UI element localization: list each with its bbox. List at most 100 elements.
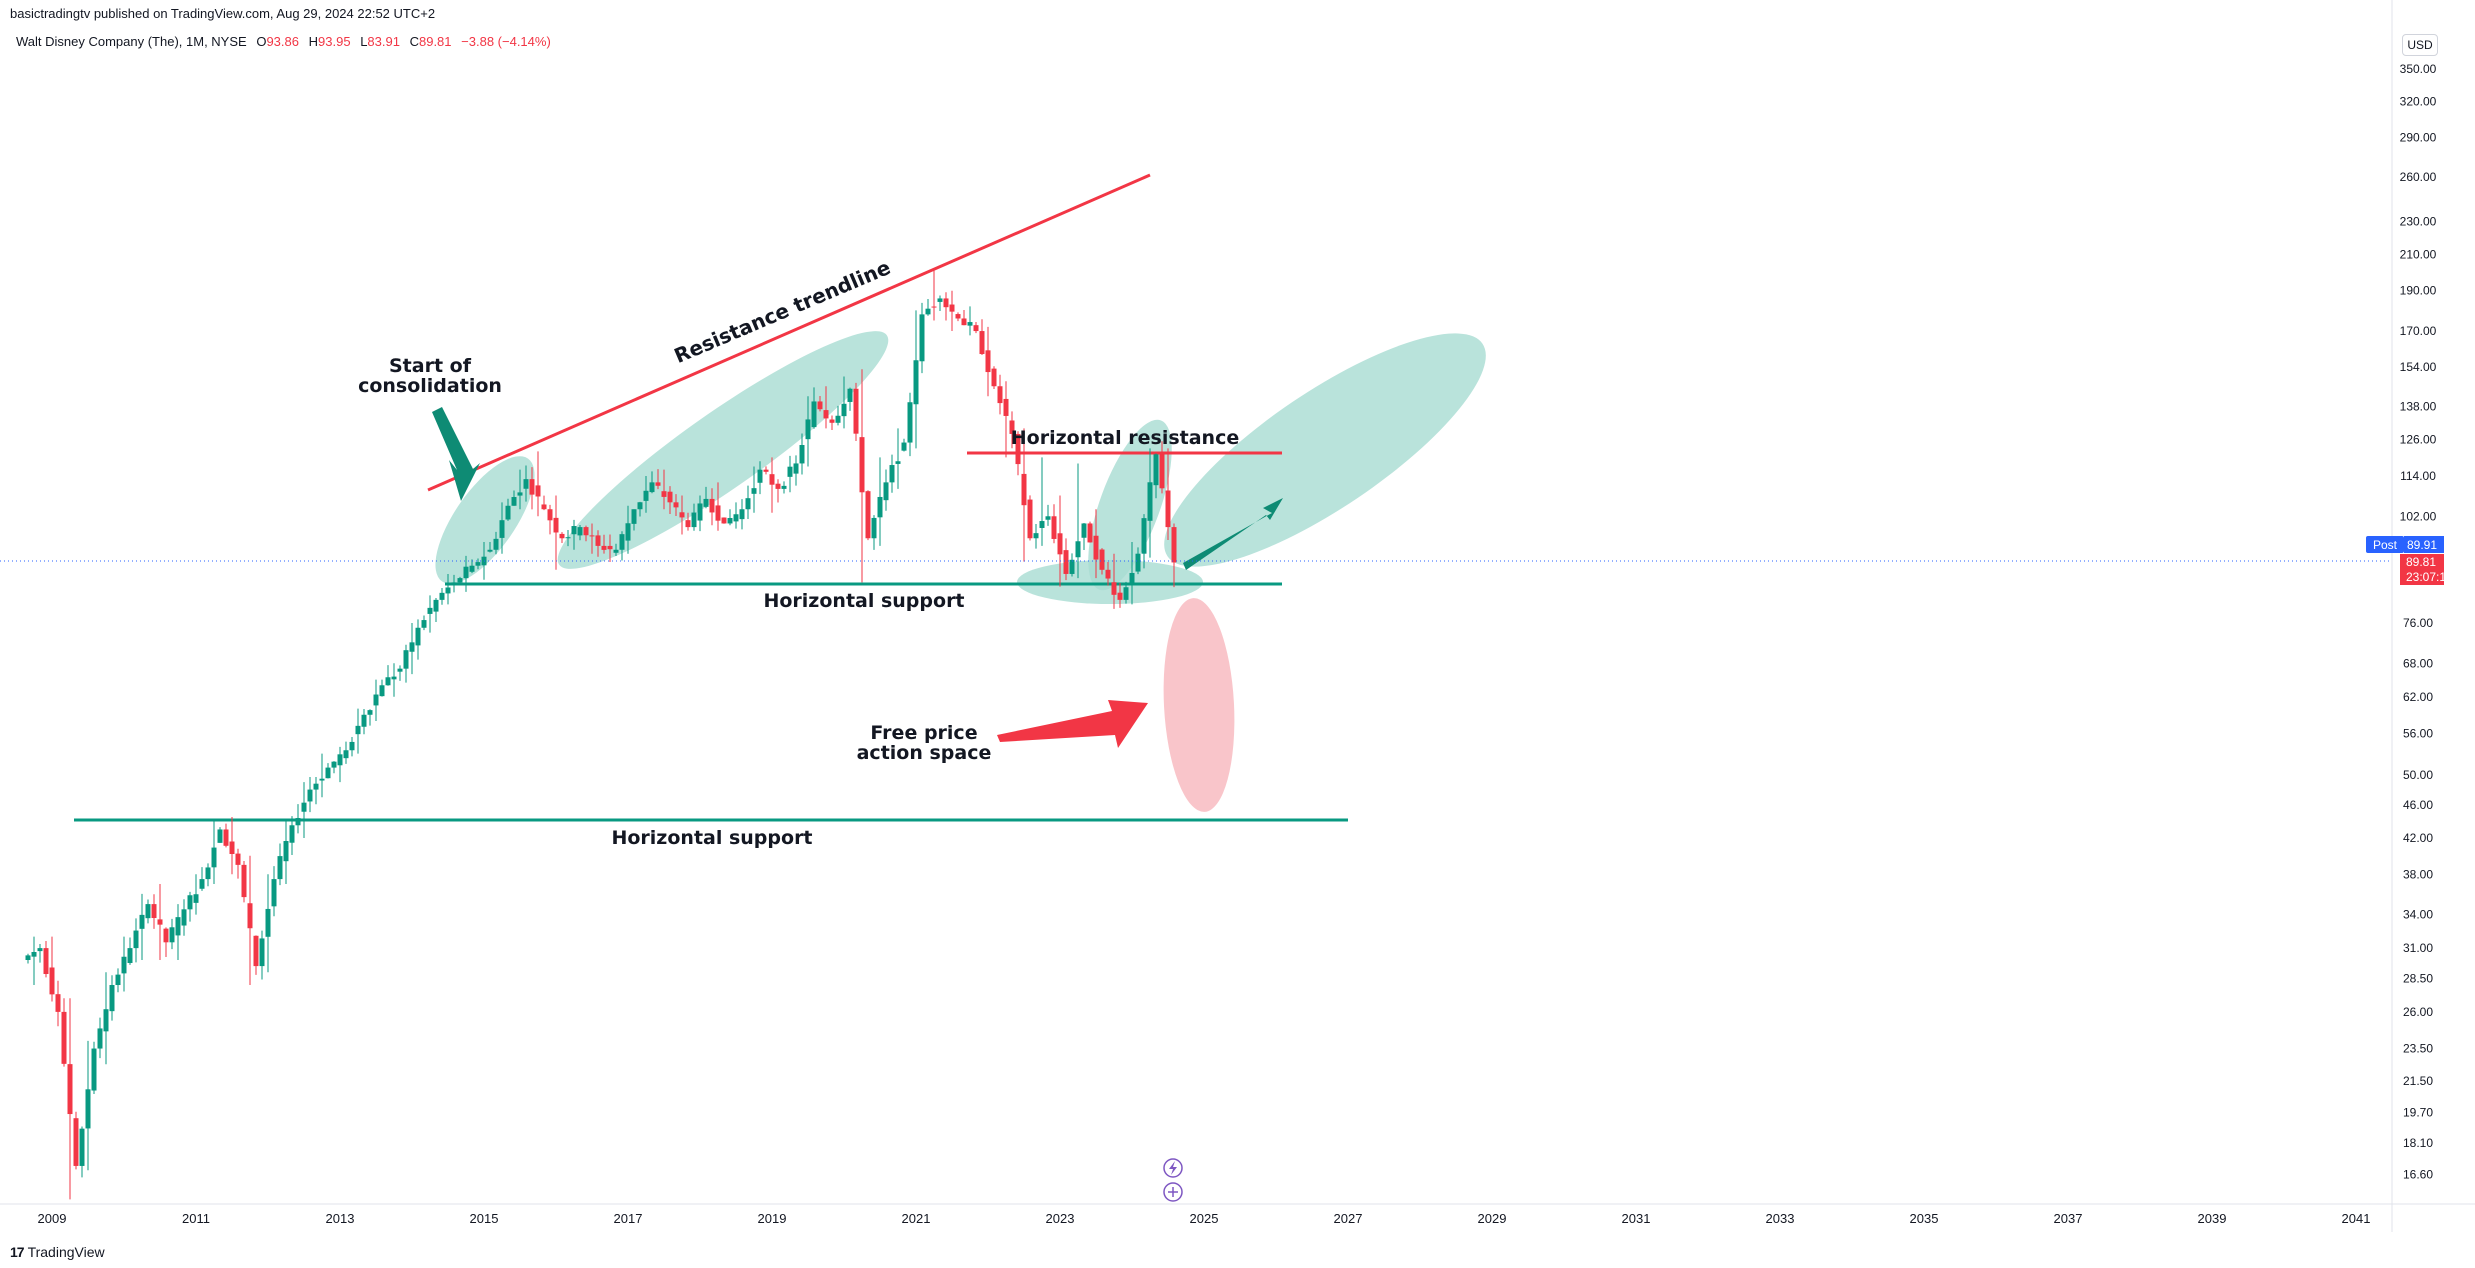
consolidation-ellipse-1[interactable] (417, 441, 552, 598)
candle (469, 559, 475, 574)
annotation-shapes (74, 173, 1515, 822)
time-tick-label: 2031 (1622, 1211, 1651, 1226)
candle (565, 530, 571, 547)
candle (1165, 448, 1171, 540)
candle (337, 746, 343, 783)
time-tick-label: 2017 (614, 1211, 643, 1226)
candle (973, 322, 979, 334)
candle (361, 708, 367, 735)
candle (91, 1041, 97, 1094)
candle (277, 843, 283, 886)
candle (205, 863, 211, 887)
open-label: O (256, 34, 267, 49)
price-tick-label: 56.00 (2403, 727, 2433, 741)
candle (727, 509, 733, 526)
plus-icon[interactable] (1163, 1182, 1183, 1202)
candle (721, 517, 727, 524)
candle (571, 519, 577, 550)
candle (787, 455, 793, 493)
candle (127, 937, 133, 965)
time-tick-label: 2027 (1334, 1211, 1363, 1226)
candle (229, 817, 235, 875)
publish-credit: basictradingtv published on TradingView.… (10, 6, 436, 21)
candle (1009, 411, 1015, 449)
low-label: L (360, 34, 368, 49)
candle (175, 904, 181, 961)
candle (379, 679, 385, 697)
change-value: −3.88 (−4.14%) (461, 34, 551, 49)
candle (121, 936, 127, 992)
candle (1087, 521, 1093, 543)
resistance-trendline[interactable] (427, 173, 1151, 492)
candle (871, 515, 877, 550)
candle (823, 386, 829, 429)
candle (1093, 509, 1099, 579)
candle (367, 709, 373, 726)
candle (67, 998, 73, 1200)
candle (307, 777, 313, 813)
candle (619, 531, 625, 561)
candle (1015, 431, 1021, 476)
candle (637, 501, 643, 517)
candle (811, 387, 817, 429)
candle (631, 509, 637, 531)
candle (451, 574, 457, 593)
post-badge: Post (2366, 536, 2404, 553)
candle (817, 396, 823, 412)
bullish-arrow[interactable] (1183, 498, 1283, 570)
candle (409, 622, 415, 675)
support-zone-ellipse[interactable] (1017, 560, 1203, 604)
currency-button[interactable]: USD (2402, 34, 2438, 56)
price-tick-label: 290.00 (2400, 130, 2437, 144)
candle (931, 268, 937, 321)
candle (847, 387, 853, 411)
candle (607, 534, 613, 563)
candle (505, 498, 511, 521)
consolidation-ellipse-3[interactable] (1071, 410, 1189, 600)
time-tick-label: 2033 (1766, 1211, 1795, 1226)
price-tick-label: 102.00 (2400, 509, 2437, 523)
candle (157, 883, 163, 961)
candle (319, 753, 325, 798)
price-tick-label: 19.70 (2403, 1105, 2433, 1119)
symbol-title[interactable]: Walt Disney Company (The), 1M, NYSE (16, 34, 247, 49)
price-tick-label: 210.00 (2400, 247, 2437, 261)
candle (355, 708, 361, 754)
price-tick-label: 260.00 (2400, 170, 2437, 184)
free-space-ellipse[interactable] (1158, 596, 1239, 813)
candle (781, 481, 787, 494)
projection-ellipse[interactable] (1135, 296, 1515, 605)
time-tick-label: 2013 (326, 1211, 355, 1226)
candle (913, 310, 919, 449)
candle (301, 782, 307, 838)
candle (793, 455, 799, 486)
lightning-icon[interactable] (1163, 1158, 1183, 1178)
candle (835, 405, 841, 426)
time-tick-label: 2015 (470, 1211, 499, 1226)
price-tick-label: 138.00 (2400, 400, 2437, 414)
tradingview-logo[interactable]: 17 TradingView (10, 1244, 105, 1260)
candle (1135, 547, 1141, 575)
candle (1105, 561, 1111, 586)
time-tick-label: 2019 (758, 1211, 787, 1226)
price-tick-label: 114.00 (2400, 469, 2436, 483)
candle (253, 935, 259, 975)
free-space-arrow[interactable] (997, 700, 1148, 748)
candle (1057, 495, 1063, 587)
candle (1141, 514, 1147, 569)
candle (769, 457, 775, 513)
candle (343, 741, 349, 764)
candle (553, 495, 559, 570)
candle (217, 827, 223, 843)
candle (889, 454, 895, 493)
candle (295, 804, 301, 834)
candle (439, 588, 445, 605)
price-tick-label: 190.00 (2400, 284, 2437, 298)
candle (1159, 441, 1165, 494)
candle (625, 505, 631, 554)
consolidation-arrow[interactable] (432, 407, 480, 501)
start-consolidation-label-1: Start of (389, 355, 472, 377)
candle (37, 944, 43, 963)
